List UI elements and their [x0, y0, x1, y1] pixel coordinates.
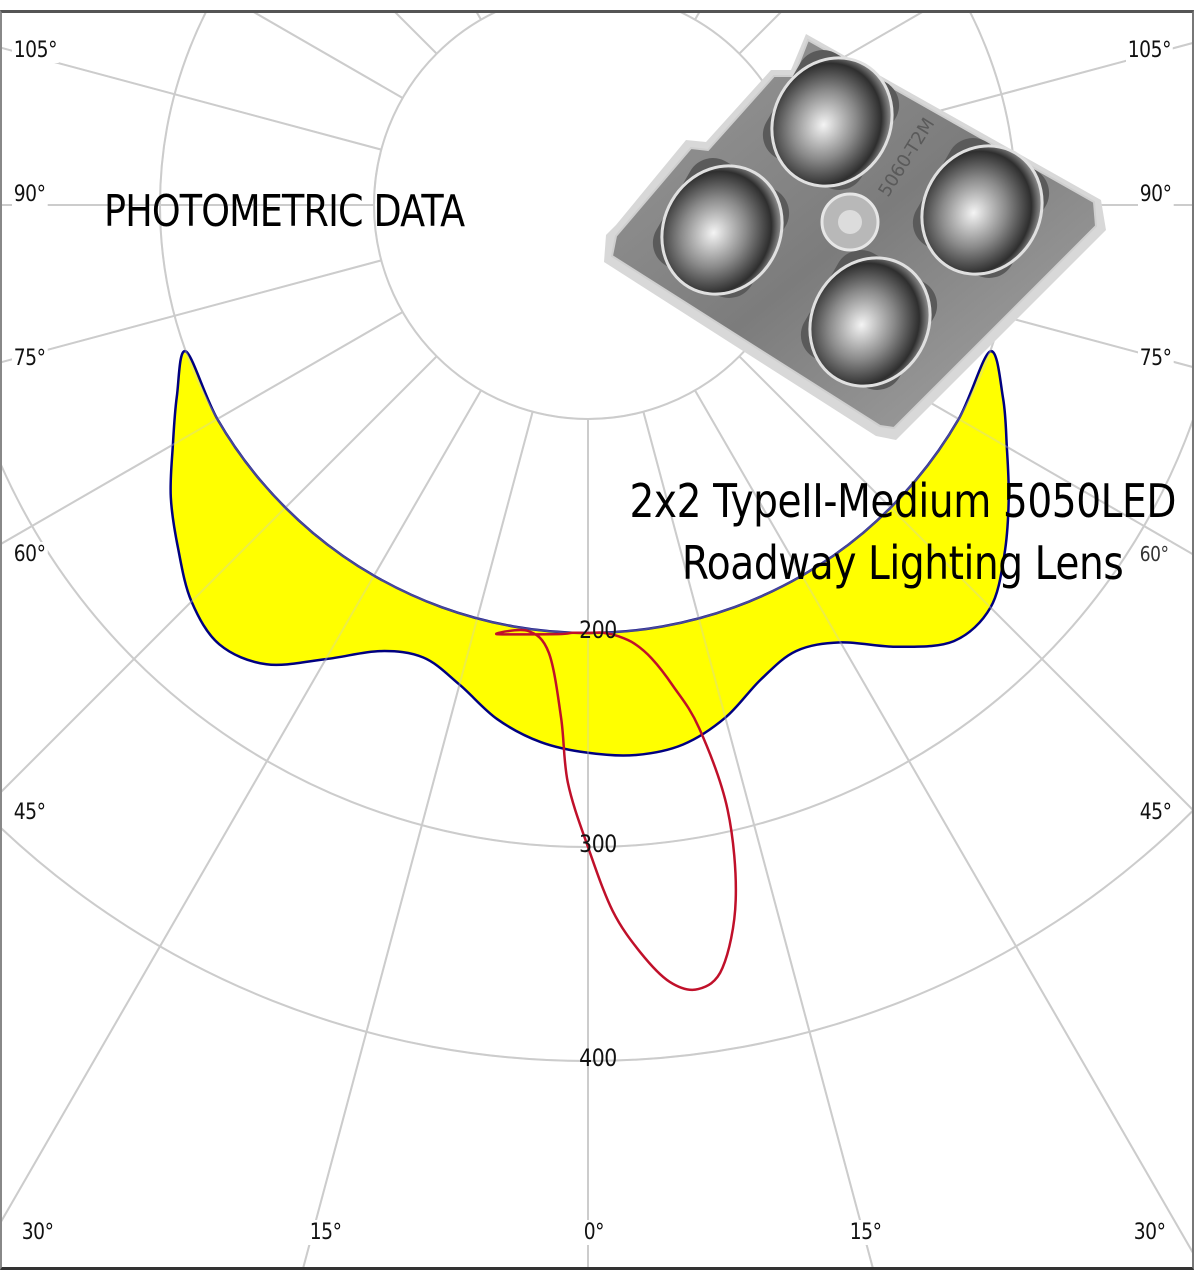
left-angle-label-75: 75° [12, 346, 48, 371]
left-angle-label-60: 60° [12, 542, 48, 567]
right-angle-label-60: 60° [1138, 542, 1171, 566]
lens-dome-bottom [800, 250, 938, 390]
product-title-line1: 2x2 TypeII-Medium 5050LED [629, 474, 1176, 528]
center-screw-hole [820, 192, 880, 252]
ring-label-400: 400 [579, 1044, 617, 1072]
right-angle-label-90: 90° [1138, 182, 1174, 207]
lens-dome-left [652, 158, 790, 298]
right-angle-label-45: 45° [1138, 800, 1174, 825]
bottom-angle-label-0: 0° [582, 1220, 606, 1245]
c0-c180-curve [169, 350, 1011, 757]
bottom-angle-label-15-right: 15° [848, 1220, 884, 1245]
left-angle-label-105: 105° [12, 38, 59, 63]
ring-label-200: 200 [579, 616, 617, 644]
lens-dome-top [762, 50, 900, 190]
left-angle-label-45: 45° [12, 800, 48, 825]
right-angle-label-105: 105° [1126, 38, 1173, 63]
ring-label-300: 300 [579, 830, 617, 858]
product-title: 2x2 TypeII-Medium 5050LED Roadway Lighti… [629, 470, 1176, 594]
bottom-angle-label-30-right: 30° [1132, 1220, 1168, 1245]
lens-dome-right [912, 138, 1050, 278]
bottom-angle-label-15-left: 15° [308, 1220, 344, 1245]
left-angle-label-90: 90° [12, 182, 48, 207]
right-angle-label-75: 75° [1138, 346, 1174, 371]
chart-title: PHOTOMETRIC DATA [104, 186, 465, 237]
c90-c270-curve [495, 628, 738, 992]
bottom-angle-label-30-left: 30° [20, 1220, 56, 1245]
lens-product-image: 5060-T2M [604, 34, 1106, 440]
chart-frame [0, 10, 1194, 1270]
product-title-line2: Roadway Lighting Lens [681, 536, 1124, 590]
